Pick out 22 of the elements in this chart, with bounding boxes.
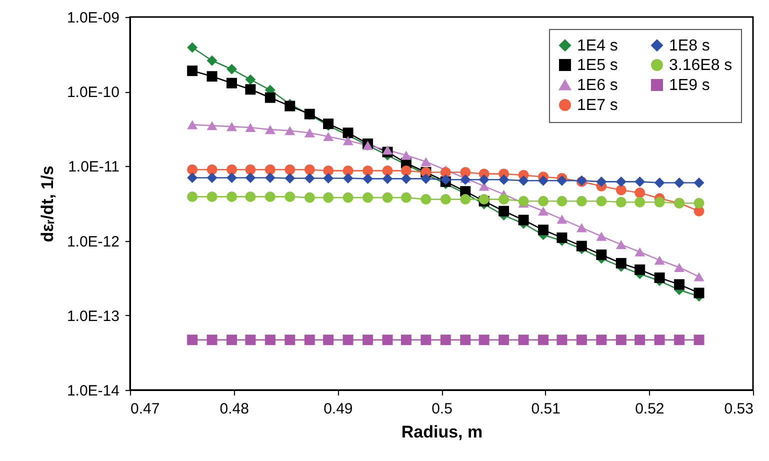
- x-tick-label: 0.48: [220, 400, 249, 418]
- y-tick-label: 1.0E-11: [68, 158, 120, 176]
- legend-label: 1E7 s: [577, 97, 618, 114]
- x-axis-title: Radius, m: [401, 422, 483, 442]
- x-tick-label: 0.51: [531, 400, 560, 418]
- y-tick-label: 1.0E-09: [66, 10, 120, 26]
- legend-label: 1E4 s: [577, 37, 618, 54]
- x-tick-label: 0.47: [130, 400, 160, 418]
- legend-label: 1E5 s: [577, 57, 618, 74]
- x-tick-label: 0.49: [324, 400, 353, 418]
- y-tick-label: 1.0E-12: [66, 233, 120, 250]
- x-tick-label: 0.5: [432, 400, 452, 418]
- y-tick-label: 1.0E-13: [66, 308, 120, 325]
- x-tick-label: 0.53: [724, 400, 754, 418]
- legend-label: 1E6 s: [577, 77, 618, 94]
- legend-label: 1E8 s: [669, 37, 710, 54]
- y-tick-label: 1.0E-14: [66, 382, 120, 400]
- legend-label: 3.16E8 s: [669, 57, 732, 74]
- legend-label: 1E9 s: [669, 77, 710, 94]
- x-tick-label: 0.52: [635, 400, 664, 418]
- y-axis-title: dεᵣ/dt, 1/s: [38, 166, 57, 242]
- y-tick-label: 1.0E-10: [66, 84, 120, 102]
